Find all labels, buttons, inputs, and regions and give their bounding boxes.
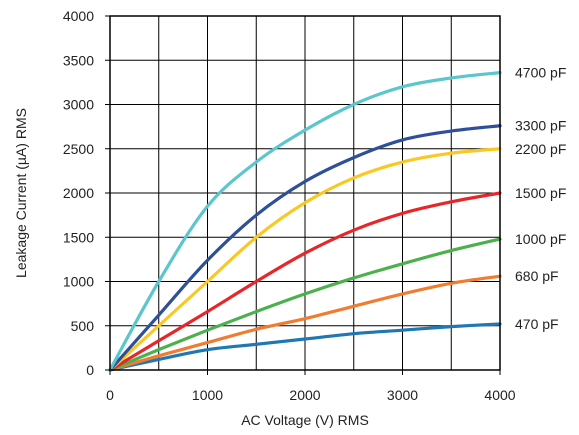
y-tick-label: 1500 — [63, 229, 94, 245]
series-line-1000-pf — [108, 237, 502, 372]
y-tick-label: 4000 — [63, 8, 94, 24]
y-tick-label: 1000 — [63, 274, 94, 290]
series-label-1500-pf: 1500 pF — [515, 185, 566, 201]
series-line-3300-pf — [108, 124, 502, 372]
x-axis-label: AC Voltage (V) RMS — [241, 412, 369, 428]
y-axis-label: Leakage Current (µA) RMS — [13, 108, 29, 278]
series-line-470-pf — [108, 322, 502, 372]
x-tick-label: 2000 — [289, 387, 320, 403]
y-tick-label: 2000 — [63, 185, 94, 201]
x-tick-label: 0 — [106, 387, 114, 403]
series-label-1000-pf: 1000 pF — [515, 231, 566, 247]
series-lines — [108, 71, 502, 372]
x-tick-label: 3000 — [387, 387, 418, 403]
x-tick-label: 4000 — [484, 387, 515, 403]
series-label-470-pf: 470 pF — [515, 316, 559, 332]
grid-lines — [110, 16, 500, 370]
series-line-2200-pf — [108, 147, 502, 372]
series-line-4700-pf — [108, 71, 502, 372]
x-tick-label: 1000 — [192, 387, 223, 403]
y-tick-label: 0 — [86, 362, 94, 378]
y-tick-label: 500 — [71, 318, 95, 334]
series-labels: 470 pF 680 pF 1000 pF 1500 pF 2200 pF 3300 pF… — [515, 65, 566, 332]
series-label-2200-pf: 2200 pF — [515, 141, 566, 157]
series-line-680-pf — [108, 274, 502, 372]
y-tick-label: 2500 — [63, 141, 94, 157]
series-line-1500-pf — [108, 191, 502, 372]
tick-labels: 0 500 1000 1500 2000 2500 3000 3500 4000 0 1000 200… — [63, 8, 516, 403]
y-tick-label: 3500 — [63, 52, 94, 68]
series-label-3300-pf: 3300 pF — [515, 118, 566, 134]
series-label-4700-pf: 4700 pF — [515, 65, 566, 81]
series-label-680-pf: 680 pF — [515, 268, 559, 284]
y-tick-label: 3000 — [63, 97, 94, 113]
